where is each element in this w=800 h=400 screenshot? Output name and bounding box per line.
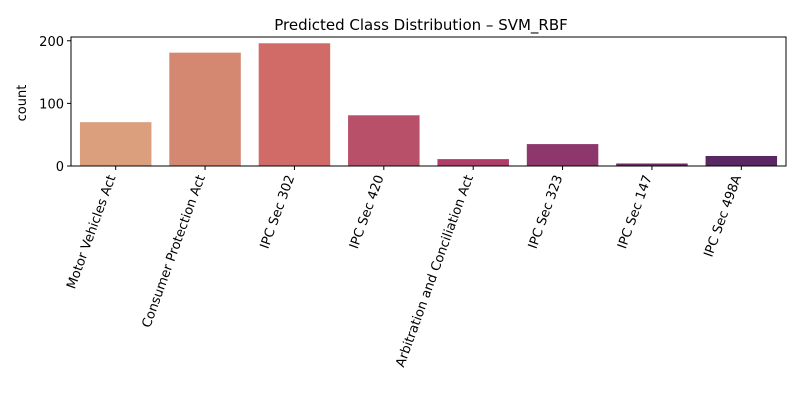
y-axis-label: count	[15, 85, 30, 122]
bars-group	[79, 43, 778, 167]
y-tick-label-0: 0	[56, 160, 64, 175]
chart-title: Predicted Class Distribution – SVM_RBF	[274, 16, 568, 35]
x-tick-label-2: Consumer Protection Act	[140, 173, 209, 330]
y-tick-label-200: 200	[39, 35, 64, 50]
x-ticks-group: Motor Vehicles Act Consumer Protection Ac…	[64, 166, 745, 369]
x-tick-label-7: IPC Sec 147	[615, 173, 656, 251]
x-tick-label-1: Motor Vehicles Act	[64, 173, 119, 291]
x-tick-label-5: Arbitration and Conciliation Act	[393, 173, 477, 369]
bar-2	[169, 52, 241, 167]
x-tick-label-4: IPC Sec 420	[347, 173, 388, 251]
x-tick-label-8: IPC Sec 498A	[702, 173, 746, 259]
x-tick-label-6: IPC Sec 323	[526, 173, 567, 251]
y-ticks-group: 0 100 200	[39, 35, 71, 175]
y-tick-label-100: 100	[39, 97, 64, 112]
bar-4	[348, 115, 420, 166]
plot-frame	[70, 36, 787, 167]
bar-6	[526, 144, 599, 166]
bar-5	[437, 159, 509, 166]
bar-7	[616, 163, 688, 166]
bar-8	[705, 155, 778, 166]
x-tick-label-3: IPC Sec 302	[258, 173, 299, 251]
bar-3	[258, 43, 331, 167]
axes-group	[70, 36, 787, 167]
bar-1	[79, 122, 152, 166]
